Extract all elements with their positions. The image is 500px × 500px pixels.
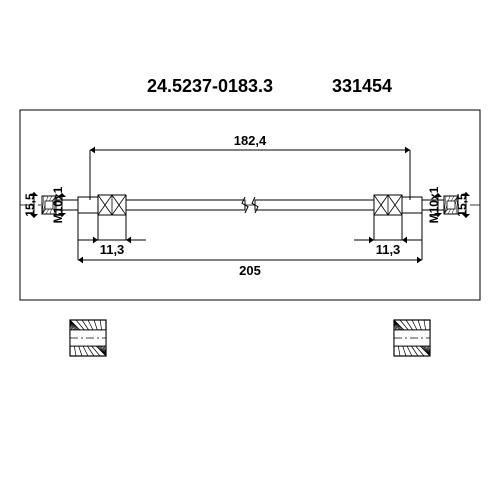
side-view-right (394, 320, 430, 356)
part-code-label: 331454 (332, 76, 392, 96)
dimension-182-4: 182,4 (90, 133, 410, 200)
dimension-205-label: 205 (239, 263, 261, 278)
side-view-left (70, 320, 106, 356)
dimension-11-3-right: 11,3 (354, 215, 422, 257)
part-number-label: 24.5237-0183.3 (147, 76, 273, 96)
diameter-15-5-left: 15,5 (23, 193, 37, 217)
dimension-182-4-label: 182,4 (234, 133, 267, 148)
thread-m10x1-left: M10x1 (51, 186, 65, 223)
dimension-11-3-left-label: 11,3 (100, 242, 125, 257)
dimension-205: 205 (78, 210, 422, 278)
technical-drawing: 24.5237-0183.3 331454 182,4 205 11,3 11,… (0, 0, 500, 500)
dimension-11-3-right-label: 11,3 (376, 242, 401, 257)
dimension-11-3-left: 11,3 (78, 215, 146, 257)
thread-m10x1-right: M10x1 (427, 186, 441, 223)
diameter-15-5-right: 15,5 (455, 193, 469, 217)
